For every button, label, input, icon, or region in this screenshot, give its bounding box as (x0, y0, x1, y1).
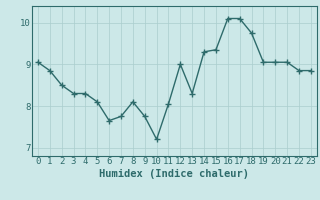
X-axis label: Humidex (Indice chaleur): Humidex (Indice chaleur) (100, 169, 249, 179)
